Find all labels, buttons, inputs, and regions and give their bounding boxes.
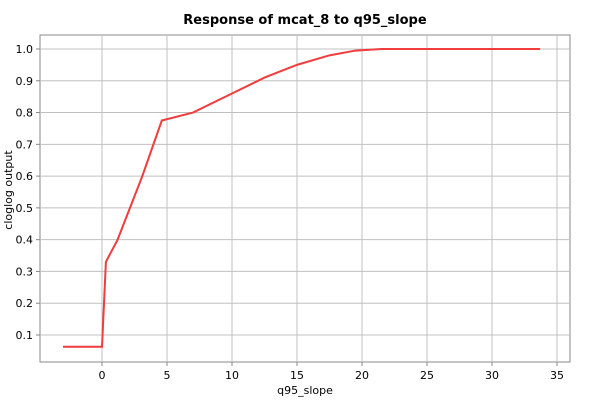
y-tick-label: 0.4 [16,234,34,247]
y-tick-label: 0.8 [16,107,34,120]
y-tick-label: 0.7 [16,138,34,151]
y-tick-label: 0.2 [16,297,34,310]
x-tick-label: 25 [420,369,434,382]
y-tick-label: 0.5 [16,202,34,215]
x-tick-label: 20 [355,369,369,382]
x-tick-label: 35 [550,369,564,382]
x-tick-label: 0 [99,369,106,382]
x-axis-label: q95_slope [277,384,333,397]
y-tick-label: 0.6 [16,170,34,183]
y-tick-label: 1.0 [16,43,34,56]
y-tick-label: 0.9 [16,75,34,88]
x-tick-label: 10 [225,369,239,382]
plot-frame [39,34,571,363]
y-axis-label: cloglog output [2,150,15,230]
x-tick-label: 5 [164,369,171,382]
x-tick-label: 15 [290,369,304,382]
y-tick-label: 0.1 [16,329,34,342]
x-tick-label: 30 [485,369,499,382]
y-tick-label: 0.3 [16,265,34,278]
line [63,47,541,348]
chart-title: Response of mcat_8 to q95_slope [183,13,427,28]
